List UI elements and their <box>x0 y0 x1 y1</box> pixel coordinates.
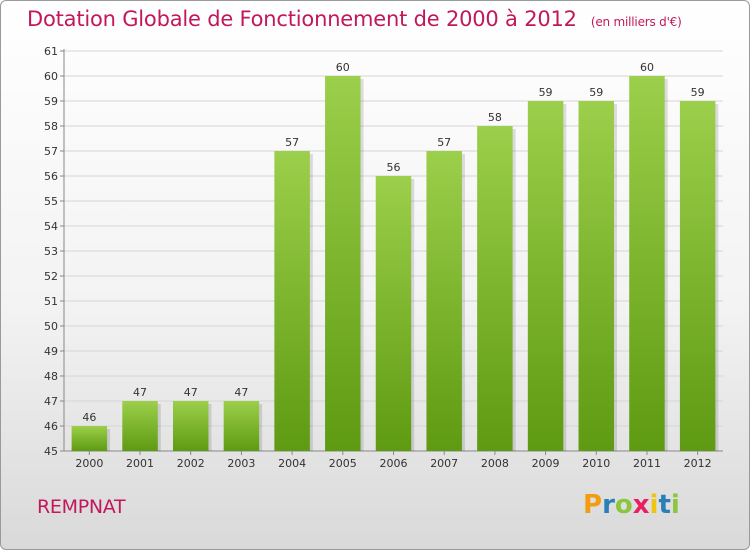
x-tick-label: 2010 <box>582 457 610 470</box>
y-tick-label: 46 <box>44 420 58 433</box>
y-tick-label: 57 <box>44 145 58 158</box>
data-label: 47 <box>184 386 198 399</box>
logo-letter: r <box>602 490 615 520</box>
y-tick-label: 55 <box>44 195 58 208</box>
x-tick-label: 2003 <box>227 457 255 470</box>
y-tick-label: 60 <box>44 70 58 83</box>
y-tick-label: 50 <box>44 320 58 333</box>
x-tick-label: 2007 <box>430 457 458 470</box>
x-tick-label: 2001 <box>126 457 154 470</box>
y-tick-label: 56 <box>44 170 58 183</box>
y-tick-label: 45 <box>44 445 58 458</box>
data-label: 58 <box>488 111 502 124</box>
bar-2003 <box>223 401 260 451</box>
x-tick-label: 2000 <box>75 457 103 470</box>
x-tick-label: 2002 <box>177 457 205 470</box>
logo-letter: t <box>658 490 671 520</box>
y-tick-label: 51 <box>44 295 58 308</box>
data-label: 60 <box>336 61 350 74</box>
bar-2001 <box>122 401 158 451</box>
y-tick-label: 59 <box>44 95 58 108</box>
data-label: 56 <box>387 161 401 174</box>
data-label: 57 <box>285 136 299 149</box>
bar-2011 <box>629 76 665 451</box>
bar-2002 <box>172 401 209 451</box>
data-label: 47 <box>133 386 147 399</box>
chart-title-text: Dotation Globale de Fonctionnement de 20… <box>27 7 577 31</box>
data-label: 59 <box>589 86 603 99</box>
logo-letter: o <box>614 490 633 520</box>
data-labels: 46 47 47 47 57 60 56 57 58 59 59 60 59 <box>82 61 704 424</box>
y-tick-label: 54 <box>44 220 58 233</box>
y-tick-label: 61 <box>44 45 58 58</box>
chart-title: Dotation Globale de Fonctionnement de 20… <box>27 7 682 31</box>
x-tick-label: 2004 <box>278 457 306 470</box>
y-tick-label: 48 <box>44 370 58 383</box>
proxiti-logo[interactable]: Proxiti <box>583 490 680 520</box>
bar-2006 <box>375 176 412 451</box>
logo-letter: P <box>583 490 603 520</box>
logo-letter: i <box>670 490 680 520</box>
y-tick-label: 47 <box>44 395 58 408</box>
bar-2010 <box>578 101 615 451</box>
y-tick-label: 58 <box>44 120 58 133</box>
y-tick-label: 49 <box>44 345 58 358</box>
x-tick-label: 2011 <box>633 457 661 470</box>
x-tick-label: 2009 <box>532 457 560 470</box>
data-label: 60 <box>640 61 654 74</box>
chart-unit: (en milliers d'€) <box>590 15 682 29</box>
bar-2007 <box>426 151 462 451</box>
data-label: 59 <box>691 86 705 99</box>
bar-2004 <box>274 151 310 451</box>
x-tick-label: 2012 <box>684 457 712 470</box>
bar-2000 <box>71 426 108 451</box>
commune-name: REMPNAT <box>37 496 126 518</box>
data-label: 59 <box>539 86 553 99</box>
data-label: 46 <box>82 411 96 424</box>
x-tick-label: 2005 <box>329 457 357 470</box>
x-tick-label: 2008 <box>481 457 509 470</box>
x-tick-label: 2006 <box>380 457 408 470</box>
bar-2009 <box>527 101 564 451</box>
logo-letter: i <box>649 490 659 520</box>
bar-2008 <box>477 126 513 451</box>
data-label: 47 <box>234 386 248 399</box>
y-tick-label: 52 <box>44 270 58 283</box>
data-label: 57 <box>437 136 451 149</box>
bar-2012 <box>679 101 716 451</box>
bar-2005 <box>325 76 361 451</box>
bars <box>71 76 719 451</box>
y-tick-label: 53 <box>44 245 58 258</box>
logo-letter: x <box>632 490 650 520</box>
